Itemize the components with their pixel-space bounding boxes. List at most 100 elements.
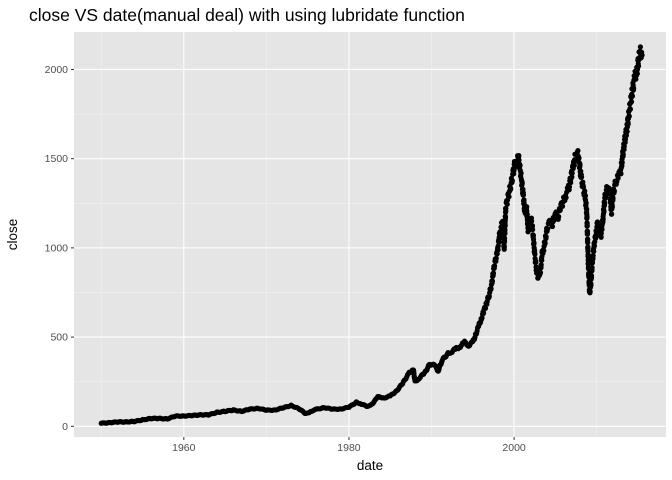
data-point [569,170,575,176]
x-tick-label: 1960 [172,442,196,454]
data-point [639,52,645,58]
data-point [542,240,548,246]
data-point [538,262,544,268]
data-point [584,231,591,237]
data-point [559,203,566,209]
data-point [584,223,590,229]
data-point [496,239,502,245]
data-point [576,155,582,161]
data-point [571,162,577,169]
data-point [631,85,637,91]
data-point [563,195,569,201]
data-point [590,253,596,259]
data-point [599,226,605,233]
data-point [587,289,593,295]
data-point [621,143,627,149]
data-point [508,186,514,192]
data-point [629,93,636,99]
data-point [601,208,607,214]
data-point [626,113,632,120]
data-point [541,248,547,254]
data-point [556,213,562,220]
data-point [516,157,522,163]
data-point [530,232,537,238]
y-tick-label: 0 [62,421,68,433]
data-point [502,226,508,233]
data-point [602,200,608,207]
data-point [582,188,588,194]
data-point [637,44,644,50]
data-point [503,205,509,211]
y-tick-label: 1000 [45,242,69,254]
data-point [491,263,498,269]
data-point [609,211,615,217]
data-point [519,180,525,186]
data-point [517,162,523,168]
data-point [495,247,501,253]
data-point [533,259,539,265]
data-point [620,151,626,158]
data-point [582,192,588,199]
data-point [585,236,591,242]
data-point [524,204,530,210]
data-point [557,207,563,213]
data-point [591,243,598,249]
data-point [490,270,497,276]
data-point [615,175,621,181]
data-point [501,244,507,250]
data-point [482,305,489,311]
chart-title: close VS date(manual deal) with using lu… [29,5,465,25]
data-point [585,244,591,250]
data-point [494,251,500,257]
data-point [511,168,517,174]
data-point [585,240,591,246]
data-point [488,285,494,292]
data-point [635,63,642,69]
data-point [598,234,604,240]
data-point [524,212,530,218]
data-point [543,234,549,240]
plot-panel [74,32,666,437]
data-point [618,171,624,177]
y-tick-label: 500 [50,332,68,344]
data-point [520,192,527,198]
data-point [589,264,595,271]
data-point [585,252,591,258]
data-point [619,159,625,166]
data-point [589,260,596,266]
data-point [627,106,633,112]
y-axis-title: close [5,219,20,251]
data-point [530,226,536,233]
data-point [628,98,635,105]
x-axis-ticks: 1960 1980 2000 [172,437,526,454]
data-point [624,128,630,135]
data-point [575,147,581,154]
data-point [529,218,535,224]
data-point [545,226,551,232]
data-point [577,162,583,168]
data-point [625,121,631,127]
data-point [611,188,618,194]
x-tick-label: 1980 [337,442,361,454]
data-point [509,178,515,184]
data-point [502,223,508,229]
data-point [493,255,499,261]
data-point [489,278,495,284]
data-point [584,206,590,213]
data-point [568,180,574,186]
y-axis-ticks: 0 500 1000 1500 2000 [45,64,74,433]
data-point [502,235,508,241]
data-point [588,273,595,279]
data-point [549,223,556,230]
data-point [537,270,544,276]
data-point [634,71,640,77]
data-point [532,251,538,257]
data-point [609,203,615,209]
data-point [529,223,536,229]
data-point [506,194,512,200]
data-point [583,200,589,206]
data-points [98,44,645,426]
data-point [516,152,522,159]
data-point [623,132,630,139]
